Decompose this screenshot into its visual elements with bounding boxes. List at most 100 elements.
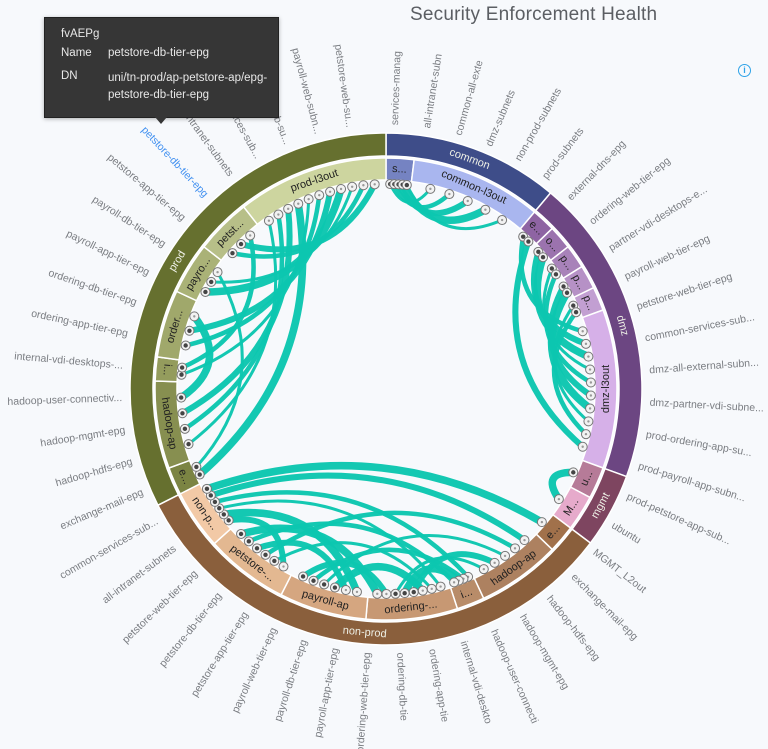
endpoint-dot	[564, 290, 570, 295]
node-label[interactable]: hadoop-mgmt-epg	[40, 424, 127, 449]
chord-link[interactable]	[512, 238, 586, 450]
node-label[interactable]: payroll-app-tier-epg	[312, 647, 341, 739]
endpoint-dot	[187, 328, 192, 333]
info-circle-icon[interactable]: i	[738, 64, 751, 77]
endpoint-dot	[520, 234, 526, 239]
chord-link[interactable]	[400, 565, 463, 597]
segment-label: i...	[459, 586, 474, 601]
segment-label: ordering-...	[384, 599, 438, 617]
node-label[interactable]: ubuntu	[609, 520, 643, 547]
node-label[interactable]: ordering-app-tie	[426, 648, 451, 723]
endpoint-dot	[571, 303, 576, 308]
node-label[interactable]: internal-vdi-desktops-...	[14, 350, 124, 371]
chord-link[interactable]	[551, 309, 589, 437]
chord-link[interactable]	[398, 180, 490, 225]
endpoint-dot	[267, 219, 271, 222]
chord-link[interactable]	[238, 181, 378, 253]
node-label[interactable]: ordering-db-tier-epg	[47, 267, 139, 309]
endpoint-dot	[246, 539, 252, 544]
endpoint-dot	[318, 193, 321, 197]
endpoint-dot	[212, 499, 218, 505]
endpoint-dot	[238, 241, 244, 247]
endpoint-dot	[182, 426, 188, 432]
tooltip: fvAEPg Name petstore-db-tier-epg DN uni/…	[44, 17, 279, 124]
chord-link[interactable]	[179, 233, 256, 370]
node-label[interactable]: prod-payroll-app-subn...	[637, 460, 747, 504]
node-label[interactable]: dmz-partner-vdi-subne...	[649, 397, 764, 415]
chord-link[interactable]	[212, 490, 471, 580]
node-label[interactable]: payroll-db-tier-epg	[272, 638, 310, 723]
page-title: Security Enforcement Health	[410, 4, 658, 25]
chord-link[interactable]	[186, 188, 334, 334]
tooltip-dn-value: uni/tn-prod/ap-petstore-ap/epg-petstore-…	[108, 72, 268, 101]
chord-link[interactable]	[263, 510, 518, 558]
tooltip-type: fvAEPg	[61, 28, 100, 40]
endpoint-dot	[526, 239, 531, 244]
node-label[interactable]: services-manag	[389, 51, 404, 126]
endpoint-dot	[183, 343, 188, 348]
group-arc-prod[interactable]	[129, 132, 387, 507]
endpoint-dot	[321, 582, 327, 587]
node-label[interactable]: payroll-web-tier-epg	[230, 626, 280, 715]
endpoint-dot	[587, 420, 590, 423]
node-label[interactable]: hadoop-user-connectiv...	[7, 392, 122, 408]
chord-link[interactable]	[311, 547, 466, 583]
chord-link[interactable]	[177, 312, 214, 402]
node-label[interactable]: ordering-app-tier-epg	[30, 308, 129, 340]
node-label[interactable]: common-all-exte	[453, 59, 486, 137]
node-label[interactable]: dmz-subnets	[483, 88, 518, 148]
chord-link[interactable]	[209, 185, 354, 284]
node-label[interactable]: prod-ordering-app-su...	[645, 429, 753, 459]
node-label[interactable]: prod-subnets	[540, 125, 586, 181]
node-label[interactable]: payroll-web-subn...	[289, 47, 324, 136]
endpoint-dot	[448, 192, 451, 196]
endpoint-dot	[540, 255, 546, 260]
chord-link[interactable]	[217, 499, 443, 589]
chord-link[interactable]	[394, 556, 486, 596]
chord-link[interactable]	[533, 253, 593, 361]
node-label[interactable]: ordering-web-tier-epg	[354, 652, 373, 749]
tooltip-arrow	[155, 117, 167, 124]
segment-label: p...	[580, 294, 597, 313]
node-label[interactable]: exchange-mail-epg	[58, 486, 145, 532]
segment-label: u...	[578, 469, 595, 488]
node-label[interactable]: petstore-web-su...	[332, 43, 356, 128]
endpoint-dot	[179, 365, 185, 370]
node-label[interactable]: ordering-db-tie	[394, 652, 410, 721]
tooltip-name-label: Name	[61, 47, 92, 59]
endpoint-dot	[466, 199, 469, 203]
endpoint-dot	[179, 372, 184, 377]
chord-link[interactable]	[203, 462, 546, 526]
chord-link[interactable]	[405, 183, 504, 231]
node-label[interactable]: hadoop-hdfs-epg	[54, 456, 134, 489]
chord-link[interactable]	[300, 559, 390, 597]
node-label[interactable]: petstore-web-tier-epg	[635, 271, 734, 313]
node-label[interactable]: MGMT_L2out	[590, 547, 648, 596]
endpoint-dot	[307, 197, 310, 201]
chord-link[interactable]	[253, 539, 349, 594]
endpoint-dot	[561, 284, 566, 289]
node-label[interactable]: payroll-app-tier-epg	[64, 228, 151, 279]
tooltip-name-value: petstore-db-tier-epg	[108, 47, 209, 59]
endpoint-dot	[571, 470, 576, 475]
chord-link[interactable]	[194, 270, 244, 469]
endpoint-dot	[350, 185, 354, 189]
endpoint-dot	[584, 432, 588, 436]
node-label[interactable]: payroll-web-tier-epg	[623, 233, 712, 283]
node-label[interactable]: common-services-sub...	[644, 311, 756, 344]
endpoint-dot	[421, 589, 424, 592]
chord-link[interactable]	[322, 534, 507, 586]
chord-link[interactable]	[207, 472, 528, 544]
endpoint-dot	[203, 289, 208, 295]
endpoint-dot	[332, 585, 338, 590]
node-label[interactable]: internal-vdi-deskto	[458, 640, 495, 726]
endpoint-dot	[230, 250, 235, 256]
endpoint-dot	[254, 546, 260, 551]
chord-link[interactable]	[237, 524, 382, 598]
node-label[interactable]: all-intranet-subn	[421, 53, 445, 129]
chord-link[interactable]	[179, 205, 293, 417]
endpoint-dot	[216, 270, 219, 274]
endpoint-dot	[402, 590, 407, 596]
node-label[interactable]: dmz-all-external-subn...	[649, 357, 759, 377]
